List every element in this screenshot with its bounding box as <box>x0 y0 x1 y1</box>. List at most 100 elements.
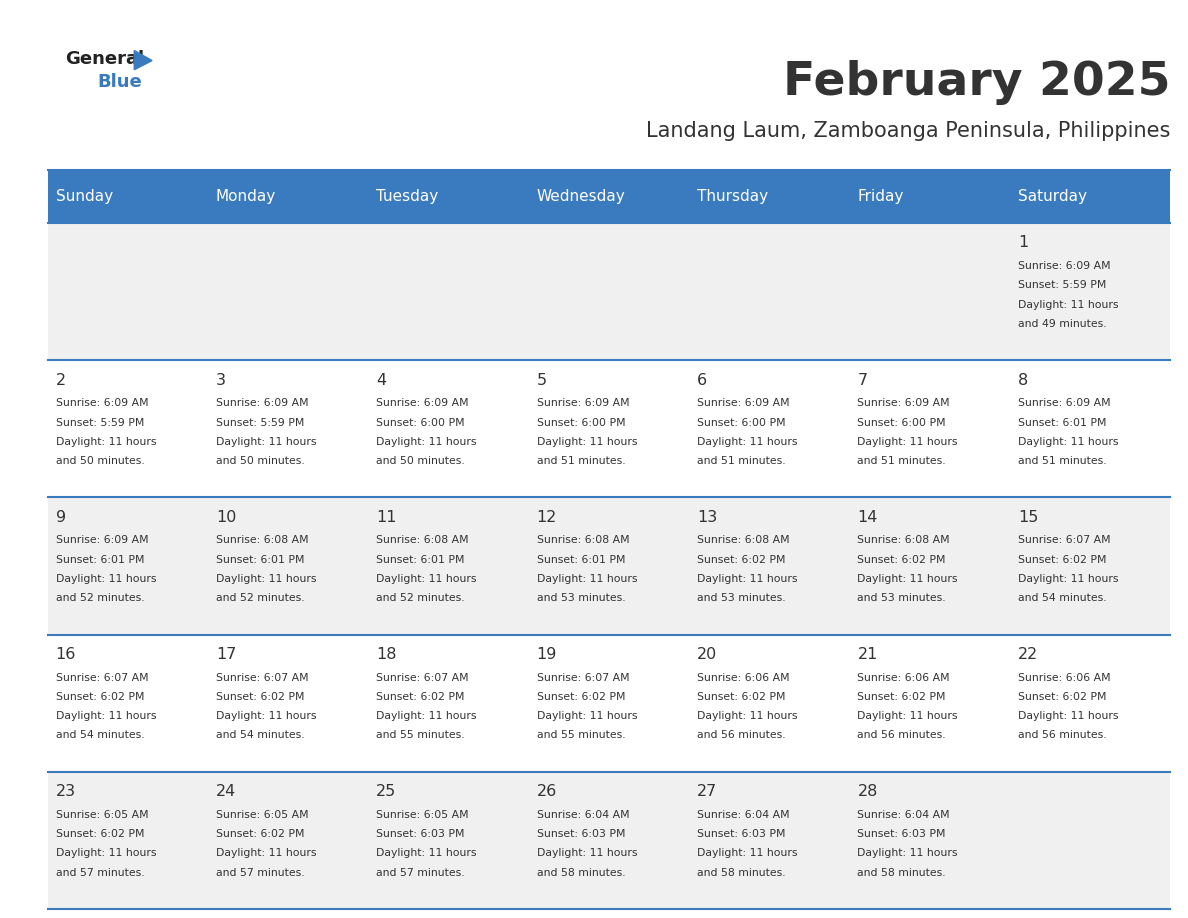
Text: 8: 8 <box>1018 373 1028 387</box>
Text: Sunday: Sunday <box>56 189 113 204</box>
Text: Wednesday: Wednesday <box>537 189 625 204</box>
Text: Daylight: 11 hours: Daylight: 11 hours <box>377 574 476 584</box>
Text: and 50 minutes.: and 50 minutes. <box>216 456 304 466</box>
Text: 21: 21 <box>858 647 878 662</box>
Text: and 58 minutes.: and 58 minutes. <box>697 868 785 878</box>
Text: and 52 minutes.: and 52 minutes. <box>56 593 144 603</box>
Text: General: General <box>65 50 145 69</box>
Text: Monday: Monday <box>216 189 276 204</box>
Text: Sunset: 6:02 PM: Sunset: 6:02 PM <box>537 692 625 702</box>
Bar <box>48 634 1170 772</box>
Text: and 57 minutes.: and 57 minutes. <box>216 868 304 878</box>
Text: Sunset: 6:03 PM: Sunset: 6:03 PM <box>697 829 785 839</box>
Text: Sunrise: 6:08 AM: Sunrise: 6:08 AM <box>858 535 950 545</box>
Text: Sunrise: 6:07 AM: Sunrise: 6:07 AM <box>216 673 309 683</box>
Text: Daylight: 11 hours: Daylight: 11 hours <box>697 437 797 447</box>
Text: and 55 minutes.: and 55 minutes. <box>377 731 465 741</box>
Text: Sunset: 6:01 PM: Sunset: 6:01 PM <box>377 554 465 565</box>
Text: Sunrise: 6:09 AM: Sunrise: 6:09 AM <box>56 535 148 545</box>
Bar <box>48 223 1170 360</box>
Text: 6: 6 <box>697 373 707 387</box>
Text: Daylight: 11 hours: Daylight: 11 hours <box>377 848 476 858</box>
Text: Sunrise: 6:08 AM: Sunrise: 6:08 AM <box>216 535 309 545</box>
Text: and 54 minutes.: and 54 minutes. <box>1018 593 1106 603</box>
Text: Landang Laum, Zamboanga Peninsula, Philippines: Landang Laum, Zamboanga Peninsula, Phili… <box>646 121 1170 141</box>
Text: and 53 minutes.: and 53 minutes. <box>537 593 625 603</box>
Text: and 51 minutes.: and 51 minutes. <box>858 456 946 466</box>
Text: Sunrise: 6:08 AM: Sunrise: 6:08 AM <box>697 535 790 545</box>
Text: Sunrise: 6:09 AM: Sunrise: 6:09 AM <box>537 398 630 409</box>
Text: Sunset: 6:02 PM: Sunset: 6:02 PM <box>697 692 785 702</box>
Text: Daylight: 11 hours: Daylight: 11 hours <box>537 848 637 858</box>
Bar <box>48 498 1170 634</box>
Text: Sunrise: 6:07 AM: Sunrise: 6:07 AM <box>537 673 630 683</box>
Text: and 50 minutes.: and 50 minutes. <box>377 456 465 466</box>
Text: 17: 17 <box>216 647 236 662</box>
Text: February 2025: February 2025 <box>783 60 1170 105</box>
Text: 25: 25 <box>377 784 397 799</box>
Bar <box>48 772 1170 909</box>
Text: 7: 7 <box>858 373 867 387</box>
Text: Sunrise: 6:05 AM: Sunrise: 6:05 AM <box>56 810 148 820</box>
Text: 10: 10 <box>216 509 236 525</box>
Text: and 52 minutes.: and 52 minutes. <box>377 593 465 603</box>
Text: and 56 minutes.: and 56 minutes. <box>858 731 946 741</box>
Text: Sunset: 6:01 PM: Sunset: 6:01 PM <box>1018 418 1106 428</box>
Text: 16: 16 <box>56 647 76 662</box>
Text: Sunrise: 6:09 AM: Sunrise: 6:09 AM <box>697 398 790 409</box>
Text: Sunrise: 6:09 AM: Sunrise: 6:09 AM <box>56 398 148 409</box>
Text: Sunrise: 6:09 AM: Sunrise: 6:09 AM <box>1018 261 1111 271</box>
Text: Sunset: 6:01 PM: Sunset: 6:01 PM <box>216 554 304 565</box>
Text: 2: 2 <box>56 373 65 387</box>
Text: Daylight: 11 hours: Daylight: 11 hours <box>56 848 156 858</box>
Text: 13: 13 <box>697 509 718 525</box>
Text: and 51 minutes.: and 51 minutes. <box>537 456 625 466</box>
Text: Sunset: 5:59 PM: Sunset: 5:59 PM <box>56 418 144 428</box>
Text: and 56 minutes.: and 56 minutes. <box>1018 731 1106 741</box>
Text: 28: 28 <box>858 784 878 799</box>
Text: Sunset: 6:02 PM: Sunset: 6:02 PM <box>56 829 144 839</box>
Text: Daylight: 11 hours: Daylight: 11 hours <box>216 711 316 722</box>
Text: and 55 minutes.: and 55 minutes. <box>537 731 625 741</box>
Bar <box>48 170 1170 223</box>
Text: Daylight: 11 hours: Daylight: 11 hours <box>1018 711 1118 722</box>
Text: Sunset: 5:59 PM: Sunset: 5:59 PM <box>1018 280 1106 290</box>
Polygon shape <box>134 50 152 70</box>
Text: Daylight: 11 hours: Daylight: 11 hours <box>537 437 637 447</box>
Text: Sunset: 6:00 PM: Sunset: 6:00 PM <box>697 418 785 428</box>
Text: Daylight: 11 hours: Daylight: 11 hours <box>216 574 316 584</box>
Text: 11: 11 <box>377 509 397 525</box>
Text: and 57 minutes.: and 57 minutes. <box>377 868 465 878</box>
Text: Sunset: 6:00 PM: Sunset: 6:00 PM <box>537 418 625 428</box>
Text: 24: 24 <box>216 784 236 799</box>
Bar <box>48 360 1170 498</box>
Text: Daylight: 11 hours: Daylight: 11 hours <box>858 574 958 584</box>
Text: Daylight: 11 hours: Daylight: 11 hours <box>697 711 797 722</box>
Text: 23: 23 <box>56 784 76 799</box>
Text: Daylight: 11 hours: Daylight: 11 hours <box>56 711 156 722</box>
Text: and 54 minutes.: and 54 minutes. <box>56 731 144 741</box>
Text: and 58 minutes.: and 58 minutes. <box>858 868 946 878</box>
Text: Sunset: 6:01 PM: Sunset: 6:01 PM <box>56 554 144 565</box>
Text: 5: 5 <box>537 373 546 387</box>
Text: and 51 minutes.: and 51 minutes. <box>1018 456 1106 466</box>
Text: Daylight: 11 hours: Daylight: 11 hours <box>56 574 156 584</box>
Text: Sunrise: 6:09 AM: Sunrise: 6:09 AM <box>1018 398 1111 409</box>
Text: Sunset: 6:02 PM: Sunset: 6:02 PM <box>1018 554 1106 565</box>
Text: Sunset: 6:02 PM: Sunset: 6:02 PM <box>377 692 465 702</box>
Text: Sunrise: 6:06 AM: Sunrise: 6:06 AM <box>1018 673 1111 683</box>
Text: Sunset: 6:02 PM: Sunset: 6:02 PM <box>216 829 304 839</box>
Text: Sunset: 6:03 PM: Sunset: 6:03 PM <box>537 829 625 839</box>
Text: Sunset: 6:02 PM: Sunset: 6:02 PM <box>858 554 946 565</box>
Text: and 52 minutes.: and 52 minutes. <box>216 593 304 603</box>
Text: and 56 minutes.: and 56 minutes. <box>697 731 785 741</box>
Text: Daylight: 11 hours: Daylight: 11 hours <box>1018 437 1118 447</box>
Text: Sunset: 6:00 PM: Sunset: 6:00 PM <box>377 418 465 428</box>
Text: and 53 minutes.: and 53 minutes. <box>858 593 946 603</box>
Text: 22: 22 <box>1018 647 1038 662</box>
Text: Sunrise: 6:06 AM: Sunrise: 6:06 AM <box>858 673 950 683</box>
Text: and 53 minutes.: and 53 minutes. <box>697 593 785 603</box>
Text: Daylight: 11 hours: Daylight: 11 hours <box>858 711 958 722</box>
Text: Sunrise: 6:08 AM: Sunrise: 6:08 AM <box>537 535 630 545</box>
Text: Sunset: 6:01 PM: Sunset: 6:01 PM <box>537 554 625 565</box>
